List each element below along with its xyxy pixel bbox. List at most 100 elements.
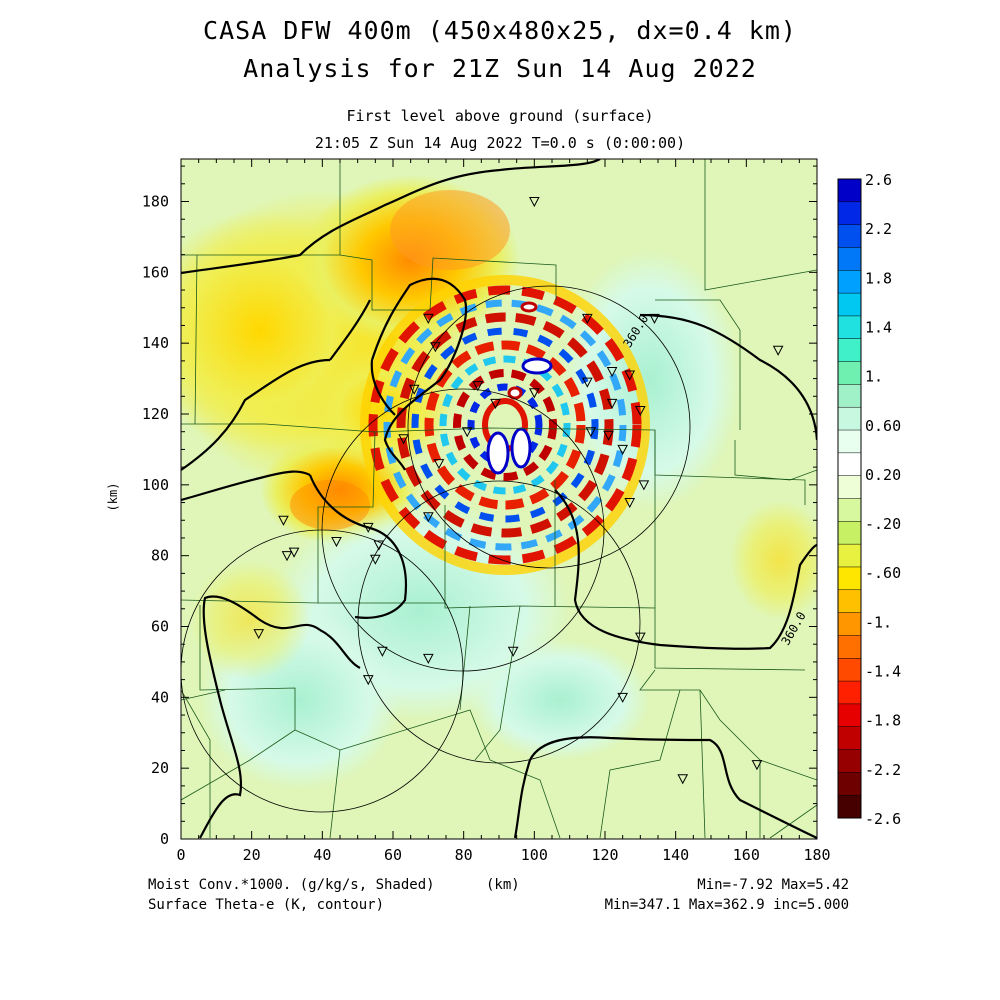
station-marker (433, 459, 445, 470)
colorbar-label: -2.6 (865, 810, 901, 828)
colorbar-swatch (838, 726, 861, 751)
station-marker (582, 377, 593, 388)
colorbar-swatch (838, 521, 861, 545)
station-marker (430, 342, 441, 353)
colorbar-swatch (838, 270, 861, 294)
station-marker (635, 632, 646, 643)
y-tick-label: 20 (151, 759, 169, 777)
x-axis: 0 20 40 60 80 100 120 140 160 180 (176, 159, 831, 864)
station-marker (461, 427, 473, 438)
colorbar-swatch (838, 544, 861, 568)
station-marker (606, 367, 618, 378)
station-marker (472, 381, 484, 392)
station-marker (582, 313, 593, 324)
colorbar-swatch (838, 475, 861, 499)
colorbar-swatch (838, 635, 861, 659)
y-tick-label: 0 (160, 830, 169, 848)
county-boundaries (181, 159, 817, 839)
x-tick-label: 80 (455, 846, 473, 864)
colorbar-label: -1.4 (865, 663, 901, 681)
colorbar-label: 1.8 (865, 269, 892, 287)
map-subtitle-level: First level above ground (surface) (346, 107, 654, 125)
colorbar-swatch (838, 361, 861, 385)
station-marker (529, 197, 540, 208)
colorbar-frame (837, 178, 862, 819)
colorbar-label: 1.4 (865, 318, 892, 336)
station-marker (772, 345, 784, 356)
station-marker (377, 646, 388, 657)
y-tick-label: 140 (142, 334, 169, 352)
footer-contour-range: Min=347.1 Max=362.9 inc=5.000 (604, 897, 849, 913)
x-tick-label: 20 (243, 846, 261, 864)
map-subtitle-time: 21:05 Z Sun 14 Aug 2022 T=0.0 s (0:00:00… (314, 134, 686, 152)
radar-range-rings (181, 285, 691, 813)
x-tick-label: 40 (313, 846, 331, 864)
colorbar-label: 1. (865, 368, 883, 386)
colorbar-swatch (838, 749, 861, 773)
colorbar-label: 2.6 (865, 171, 892, 189)
y-tick-label: 60 (151, 618, 169, 636)
colorbar-label: -.60 (865, 564, 901, 582)
station-marker (373, 540, 385, 551)
x-tick-label: 180 (803, 846, 830, 864)
station-marker (331, 537, 342, 548)
station-marker (423, 653, 434, 664)
map-title-line2: Analysis for 21Z Sun 14 Aug 2022 (243, 54, 757, 83)
station-marker (362, 522, 374, 533)
station-marker (617, 444, 628, 455)
station-marker (408, 384, 420, 395)
station-marker (638, 480, 650, 491)
colorbar-label: -1. (865, 613, 892, 631)
station-marker (370, 554, 381, 565)
station-marker (398, 434, 409, 445)
station-marker (624, 370, 636, 381)
station-marker (281, 551, 293, 562)
station-marker (362, 675, 374, 686)
station-marker (278, 515, 289, 526)
colorbar-swatch (838, 612, 861, 636)
colorbar-swatch (838, 658, 861, 682)
colorbar-label: -1.8 (865, 712, 901, 730)
station-marker (603, 430, 614, 441)
y-tick-label: 80 (151, 547, 169, 565)
colorbar-swatch (838, 452, 861, 477)
y-tick-label: 40 (151, 688, 169, 706)
y-tick-label: 100 (142, 476, 169, 494)
station-marker (288, 547, 300, 558)
colorbar-swatch (838, 315, 861, 340)
station-marker (423, 512, 434, 523)
x-tick-label: 60 (384, 846, 402, 864)
station-marker (529, 388, 540, 399)
colorbar-swatch (838, 293, 861, 317)
station-marker (677, 774, 689, 785)
colorbar-swatch (838, 430, 861, 454)
colorbar-swatch (838, 772, 861, 796)
colorbar-swatch (838, 566, 861, 591)
station-marker (585, 427, 597, 438)
footer-shaded-field: Moist Conv.*1000. (g/kg/s, Shaded) (148, 877, 435, 893)
y-tick-label: 120 (142, 405, 169, 423)
x-tick-label: 140 (662, 846, 689, 864)
station-markers (253, 197, 784, 785)
x-tick-label: 120 (591, 846, 618, 864)
colorbar-label: 0.60 (865, 417, 901, 435)
footer-shaded-range: Min=-7.92 Max=5.42 (697, 877, 849, 893)
station-marker (490, 398, 501, 409)
colorbar-swatch (838, 407, 861, 431)
y-axis-unit: (km) (106, 483, 120, 512)
colorbar: 2.6 2.2 1.8 1.4 1. 0.60 0.20 -.20 -.60 -1. -1.4 -1.… (837, 171, 901, 828)
station-marker (507, 646, 519, 657)
colorbar-swatch (838, 589, 861, 614)
colorbar-label: 0.20 (865, 466, 901, 484)
colorbar-swatch (838, 795, 861, 819)
y-axis: 0 20 40 60 80 100 120 140 160 180 (142, 165, 817, 848)
map-title-line1: CASA DFW 400m (450x480x25, dx=0.4 km) (203, 16, 797, 45)
station-marker (624, 498, 636, 509)
colorbar-swatch (838, 703, 861, 728)
station-marker (617, 692, 628, 703)
colorbar-swatch (838, 498, 861, 522)
colorbar-swatch (838, 201, 861, 226)
station-marker (751, 760, 763, 771)
footer-contour-field: Surface Theta-e (K, contour) (148, 897, 385, 913)
colorbar-swatch (838, 338, 861, 363)
